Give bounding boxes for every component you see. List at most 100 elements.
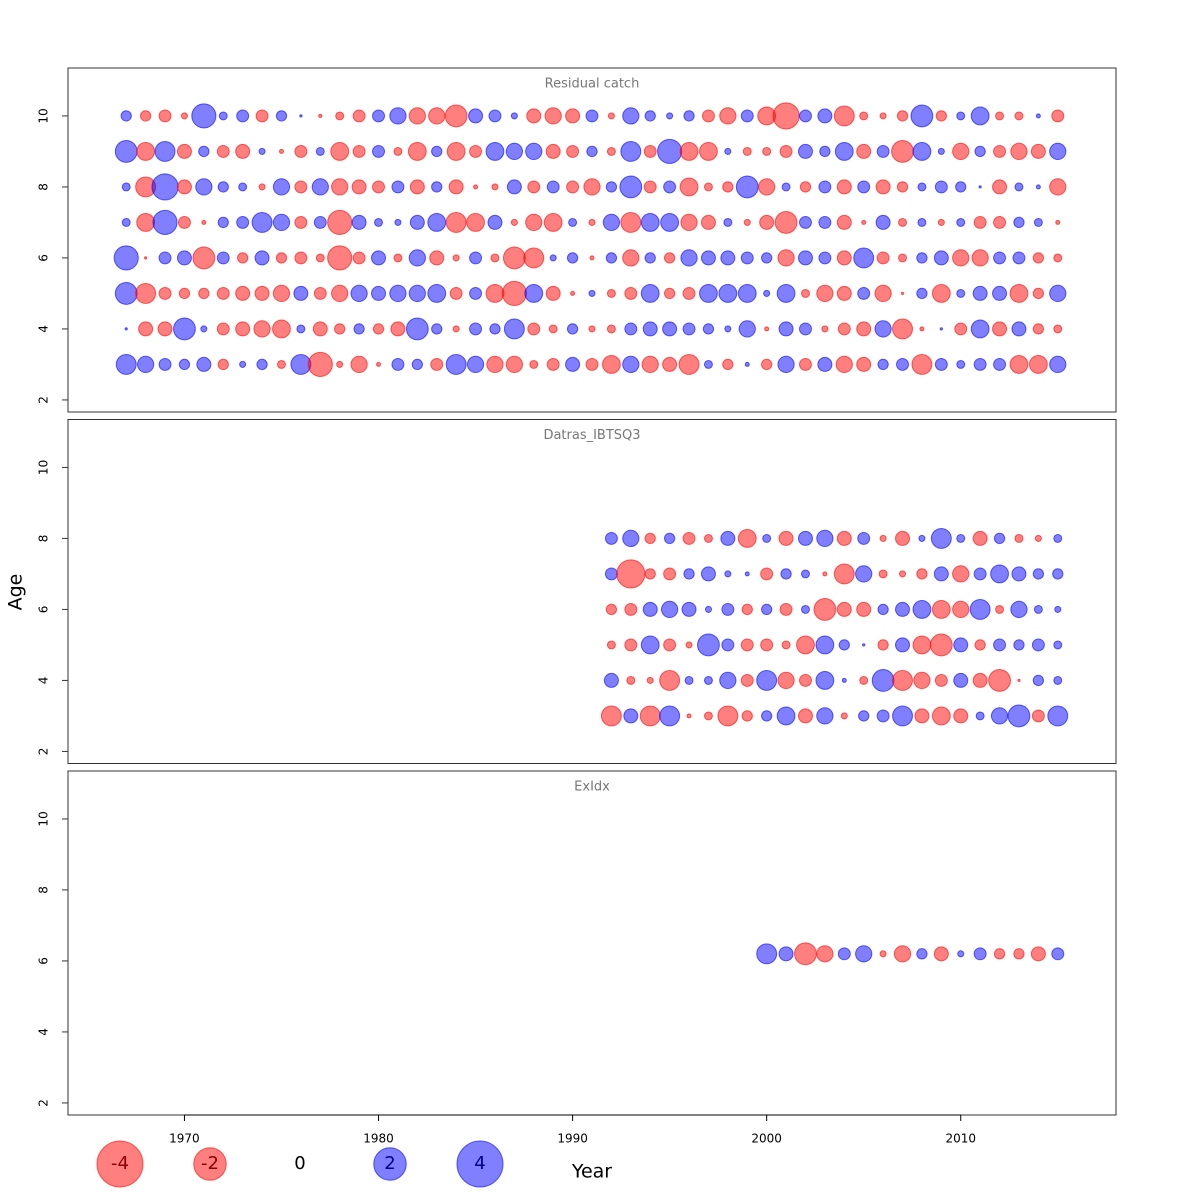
bubble [331, 284, 349, 303]
bubble [605, 603, 618, 616]
bubble [874, 284, 892, 303]
bubble [776, 706, 796, 726]
bubble [157, 321, 173, 337]
y-tick-label: 8 [37, 183, 51, 191]
bubble [545, 285, 561, 301]
bubble [836, 179, 852, 195]
bubble [916, 287, 928, 300]
bubble [408, 249, 426, 267]
bubble [176, 250, 192, 266]
bubble [836, 530, 852, 546]
bubble [1009, 284, 1029, 303]
bubble [352, 251, 366, 265]
bubble [911, 353, 933, 375]
bubble [468, 108, 484, 124]
bubble [487, 214, 503, 230]
bubble [1049, 178, 1067, 196]
bubble [178, 287, 191, 300]
bubble [390, 321, 406, 337]
bubble [815, 671, 835, 690]
bubble [934, 673, 948, 687]
bubble [837, 322, 851, 336]
bubble [642, 321, 658, 337]
bubble [799, 181, 812, 193]
y-tick-label: 2 [37, 396, 51, 404]
bubble [408, 107, 426, 125]
bubble [121, 182, 131, 192]
y-tick-label: 10 [37, 460, 51, 475]
bubble [1051, 947, 1065, 961]
bubble [678, 353, 700, 375]
bubble [837, 947, 851, 961]
bubble [1009, 355, 1029, 374]
bubble [352, 109, 366, 123]
bubble [644, 110, 656, 122]
bubble [703, 182, 713, 192]
bubble [721, 638, 735, 652]
bubble [720, 530, 736, 546]
bubble [353, 323, 365, 335]
bubble [217, 358, 229, 371]
bubble [641, 355, 659, 374]
bubble [331, 178, 349, 196]
bubble [955, 181, 967, 193]
bubble [990, 707, 1009, 725]
bubble [892, 669, 913, 691]
legend-label: -2 [201, 1153, 219, 1174]
bubble [969, 598, 991, 620]
bubble [817, 108, 833, 124]
bubble [862, 643, 866, 647]
bubble [294, 144, 308, 158]
bubble [663, 180, 677, 194]
bubble [756, 669, 778, 691]
bubble [602, 213, 621, 232]
bubble [124, 327, 128, 331]
bubble [973, 357, 987, 371]
bubble [660, 213, 680, 232]
bubble [1012, 251, 1026, 265]
bubble [933, 946, 949, 962]
bubble [995, 604, 1005, 614]
bubble [394, 218, 402, 226]
bubble [605, 181, 618, 193]
bubble [217, 216, 229, 229]
bubble [893, 945, 912, 963]
bubble [841, 677, 847, 683]
bubble [606, 146, 616, 156]
bubble [525, 142, 543, 161]
bubble [318, 113, 323, 119]
bubble [778, 946, 794, 962]
bubble [335, 111, 345, 121]
bubble [1047, 705, 1069, 727]
bubble [779, 602, 793, 616]
bubble [313, 286, 327, 300]
bubble [973, 215, 987, 229]
bubble [818, 215, 832, 229]
bubble [682, 531, 696, 545]
bubble [818, 180, 832, 194]
bubble [449, 286, 463, 300]
legend-bubble [193, 1147, 227, 1181]
bubble [139, 110, 152, 122]
bubble [216, 322, 230, 336]
bubble [489, 323, 501, 335]
bubble [136, 213, 156, 232]
bubble [624, 322, 638, 336]
bubble [198, 145, 210, 158]
bubble [821, 325, 829, 333]
bubble [956, 533, 966, 543]
bubble [666, 112, 674, 120]
bubble [566, 180, 580, 194]
bubble [315, 146, 325, 156]
y-tick-label: 2 [37, 1099, 51, 1107]
bubble [643, 180, 657, 194]
bubble [429, 250, 445, 266]
bubble [469, 251, 483, 265]
bubble [502, 246, 526, 270]
bubble [914, 708, 930, 724]
y-tick-label: 4 [37, 325, 51, 333]
bubble [972, 672, 988, 688]
bubble [700, 214, 716, 230]
bubble [819, 145, 831, 158]
